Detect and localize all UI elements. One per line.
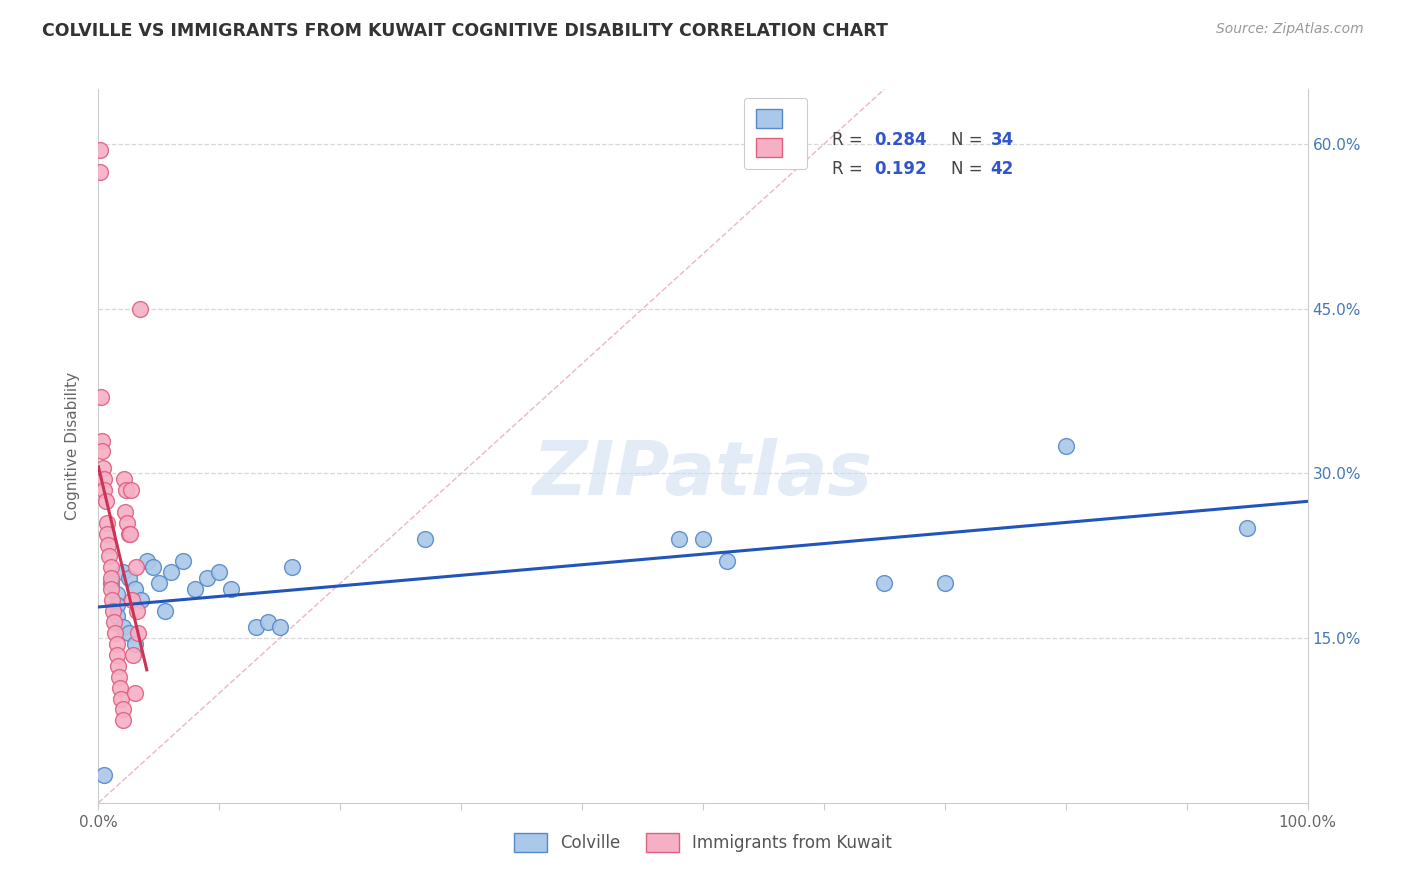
Point [100, 576, 122, 591]
Point [94, 494, 117, 508]
Point [110, 691, 132, 706]
Point [111, 702, 134, 716]
Point [108, 669, 131, 683]
Point [117, 516, 139, 530]
Point [184, 582, 207, 596]
Point [91, 461, 114, 475]
Text: N =: N = [950, 131, 988, 150]
Point [122, 648, 145, 662]
Point [281, 559, 304, 574]
Point [142, 559, 165, 574]
Legend: Colville, Immigrants from Kuwait: Colville, Immigrants from Kuwait [508, 826, 898, 859]
Point [121, 592, 143, 607]
Point [153, 604, 176, 618]
Point [93, 768, 115, 782]
Point [120, 483, 142, 497]
Point [195, 571, 218, 585]
Point [1236, 521, 1258, 535]
Point [269, 620, 291, 634]
Point [124, 582, 146, 596]
Point [413, 533, 436, 547]
Point [97, 538, 120, 552]
Point [148, 576, 170, 591]
Point [125, 559, 148, 574]
Point [1054, 439, 1077, 453]
Point [108, 681, 131, 695]
Point [100, 571, 122, 585]
Text: Source: ZipAtlas.com: Source: ZipAtlas.com [1216, 22, 1364, 37]
Point [112, 472, 135, 486]
Point [90, 390, 112, 404]
Point [105, 598, 128, 612]
Point [89, 143, 111, 157]
Point [124, 686, 146, 700]
Point [256, 615, 278, 629]
Text: 0.284: 0.284 [873, 131, 927, 150]
Point [692, 533, 714, 547]
Point [135, 554, 157, 568]
Text: 34: 34 [990, 131, 1014, 150]
Point [105, 637, 128, 651]
Point [934, 576, 956, 591]
Point [105, 587, 128, 601]
Point [118, 526, 141, 541]
Text: 0.192: 0.192 [873, 160, 927, 178]
Point [716, 554, 738, 568]
Point [129, 592, 152, 607]
Point [96, 516, 118, 530]
Point [100, 592, 122, 607]
Text: R =: R = [831, 160, 868, 178]
Point [111, 620, 134, 634]
Point [127, 604, 149, 618]
Point [93, 472, 115, 486]
Point [105, 609, 128, 624]
Point [89, 164, 111, 178]
Point [103, 615, 125, 629]
Point [128, 301, 150, 316]
Point [104, 625, 127, 640]
Text: N =: N = [950, 160, 988, 178]
Point [100, 559, 122, 574]
Text: R =: R = [831, 131, 868, 150]
Point [98, 549, 121, 563]
Point [91, 434, 114, 448]
Point [114, 505, 136, 519]
Point [124, 637, 146, 651]
Point [115, 483, 138, 497]
Text: ZIPatlas: ZIPatlas [533, 438, 873, 511]
Point [221, 582, 243, 596]
Point [118, 526, 141, 541]
Y-axis label: Cognitive Disability: Cognitive Disability [65, 372, 80, 520]
Point [91, 444, 114, 458]
Point [172, 554, 194, 568]
Point [208, 566, 231, 580]
Point [111, 714, 134, 728]
Point [100, 582, 122, 596]
Point [93, 483, 115, 497]
Point [160, 566, 183, 580]
Point [107, 658, 129, 673]
Point [101, 604, 124, 618]
Text: 42: 42 [990, 160, 1014, 178]
Point [118, 571, 141, 585]
Point [118, 625, 141, 640]
Text: COLVILLE VS IMMIGRANTS FROM KUWAIT COGNITIVE DISABILITY CORRELATION CHART: COLVILLE VS IMMIGRANTS FROM KUWAIT COGNI… [42, 22, 889, 40]
Point [668, 533, 690, 547]
Point [127, 625, 149, 640]
Point [96, 526, 118, 541]
Point [105, 648, 128, 662]
Point [873, 576, 896, 591]
Point [111, 566, 134, 580]
Point [245, 620, 267, 634]
